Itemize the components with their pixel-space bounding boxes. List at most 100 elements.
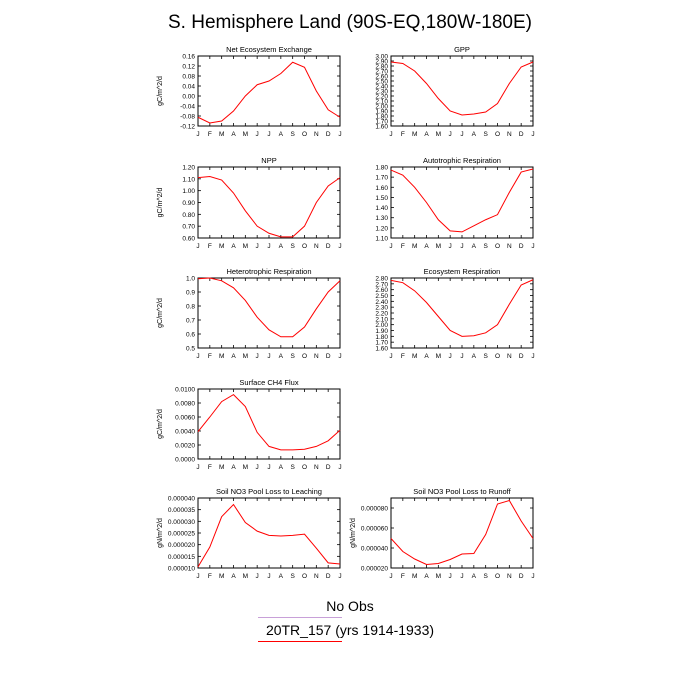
chart-1-ytick-label: 1.90 (375, 109, 388, 116)
chart-6-ytick-label: 0.0020 (175, 443, 195, 450)
chart-7-xtick-label: M (219, 573, 224, 580)
chart-5-ytick-label: 1.60 (375, 346, 388, 353)
chart-3-title: Autotrophic Respiration (423, 156, 501, 165)
chart-4-xtick-label: M (219, 353, 224, 360)
chart-8-xtick-label: A (472, 573, 477, 580)
chart-6-frame (197, 388, 341, 460)
chart-2-frame (197, 166, 341, 239)
chart-3-xtick-label: J (460, 243, 463, 250)
chart-4-xtick-label: S (290, 353, 295, 360)
chart-3-ytick-label: 1.20 (375, 225, 388, 232)
chart-8-xtick-label: O (495, 573, 500, 580)
chart-7-title: Soil NO3 Pool Loss to Leaching (216, 487, 322, 496)
chart-6-xtick-label: A (231, 464, 236, 471)
chart-3-ytick-label: 1.70 (375, 175, 388, 182)
chart-8-ytick-label: 0.000080 (361, 506, 388, 513)
chart-5-ytick-label: 2.70 (375, 281, 388, 288)
chart-0-ytick-label: 0.16 (182, 54, 195, 61)
chart-4-ytick-label: 1.0 (186, 276, 195, 283)
chart-5-xtick-label: M (412, 353, 417, 360)
chart-1-xtick-label: J (531, 131, 534, 138)
chart-7-xtick-label: J (267, 573, 270, 580)
chart-1-title: GPP (454, 45, 470, 54)
chart-0-ytick-label: -0.04 (180, 104, 195, 111)
chart-0-xtick-label: J (196, 131, 199, 138)
chart-5-xtick-label: A (424, 353, 429, 360)
chart-3-ytick-label: 1.30 (375, 215, 388, 222)
chart-5-ytick-label: 2.00 (375, 322, 388, 329)
chart-5-xtick-label: J (389, 353, 392, 360)
chart-3-xtick-label: J (389, 243, 392, 250)
chart-4-xtick-label: J (196, 353, 199, 360)
chart-4-title: Heterotrophic Respiration (226, 267, 311, 276)
chart-7-frame (197, 497, 341, 569)
chart-4-xtick-label: A (279, 353, 284, 360)
chart-5-series-line (390, 279, 534, 337)
chart-6-ytick-label: 0.0100 (175, 387, 195, 394)
chart-1-series-line (390, 61, 534, 116)
chart-1-ytick-label: 1.60 (375, 124, 388, 131)
chart-0-xtick-label: A (231, 131, 236, 138)
chart-7-ytick-label: 0.000040 (168, 496, 195, 503)
chart-6-xtick-label: M (243, 464, 248, 471)
chart-8-xtick-label: J (389, 573, 392, 580)
chart-6-xtick-label: D (326, 464, 331, 471)
chart-7-ytick-label: 0.000030 (168, 519, 195, 526)
chart-4-xtick-label: N (314, 353, 319, 360)
chart-3-ytick-label: 1.50 (375, 195, 388, 202)
chart-7-xtick-label: N (314, 573, 319, 580)
chart-3-xtick-label: A (472, 243, 477, 250)
chart-1-xtick-label: J (389, 131, 392, 138)
chart-8-xtick-label: J (531, 573, 534, 580)
chart-8-ylabel: gN/m^2/d (350, 518, 357, 548)
chart-2-xtick-label: O (302, 243, 307, 250)
chart-7-xtick-label: S (290, 573, 295, 580)
chart-1-xtick-label: D (519, 131, 524, 138)
chart-5-ytick-label: 1.90 (375, 328, 388, 335)
chart-0-xtick-label: J (338, 131, 341, 138)
chart-0-ytick-label: 0.04 (182, 84, 195, 91)
chart-1-ytick-label: 1.80 (375, 114, 388, 121)
chart-6-ytick-label: 0.0080 (175, 401, 195, 408)
chart-1-ytick-label: 2.20 (375, 94, 388, 101)
chart-4-xtick-label: J (338, 353, 341, 360)
chart-4-ytick-label: 0.8 (186, 304, 195, 311)
chart-5-xtick-label: F (401, 353, 405, 360)
chart-3-xtick-label: S (483, 243, 488, 250)
chart-8-xtick-label: F (401, 573, 405, 580)
chart-5-xtick-label: S (483, 353, 488, 360)
chart-3-ytick-label: 1.40 (375, 205, 388, 212)
chart-4-ytick-label: 0.7 (186, 318, 195, 325)
chart-5-xtick-label: A (472, 353, 477, 360)
chart-6-xtick-label: O (302, 464, 307, 471)
chart-2-xtick-label: F (208, 243, 212, 250)
chart-8-xtick-label: J (460, 573, 463, 580)
chart-3-frame (390, 166, 534, 239)
chart-1-xtick-label: J (449, 131, 452, 138)
chart-2-ylabel: gC/m^2/d (157, 188, 164, 218)
chart-6-xtick-label: N (314, 464, 319, 471)
chart-0-xtick-label: M (243, 131, 248, 138)
chart-4-ytick-label: 0.9 (186, 290, 195, 297)
chart-1-xtick-label: J (460, 131, 463, 138)
chart-8-xtick-label: A (424, 573, 429, 580)
chart-6-ylabel: gC/m^2/d (157, 409, 164, 439)
chart-5-ytick-label: 1.70 (375, 340, 388, 347)
chart-2-xtick-label: J (256, 243, 259, 250)
chart-2-xtick-label: J (338, 243, 341, 250)
chart-3-xtick-label: J (531, 243, 534, 250)
chart-5-ytick-label: 2.30 (375, 305, 388, 312)
chart-0-title: Net Ecosystem Exchange (226, 45, 312, 54)
chart-7-xtick-label: J (338, 573, 341, 580)
chart-0-xtick-label: A (279, 131, 284, 138)
chart-0-xtick-label: J (267, 131, 270, 138)
chart-6-series-line (197, 393, 341, 451)
chart-1-xtick-label: A (424, 131, 429, 138)
chart-2-title: NPP (261, 156, 276, 165)
chart-7-ytick-label: 0.000035 (168, 507, 195, 514)
chart-6-xtick-label: J (338, 464, 341, 471)
chart-8-xtick-label: S (483, 573, 488, 580)
chart-6-title: Surface CH4 Flux (239, 378, 298, 387)
chart-5-xtick-label: N (507, 353, 512, 360)
chart-8-title: Soil NO3 Pool Loss to Runoff (413, 487, 511, 496)
